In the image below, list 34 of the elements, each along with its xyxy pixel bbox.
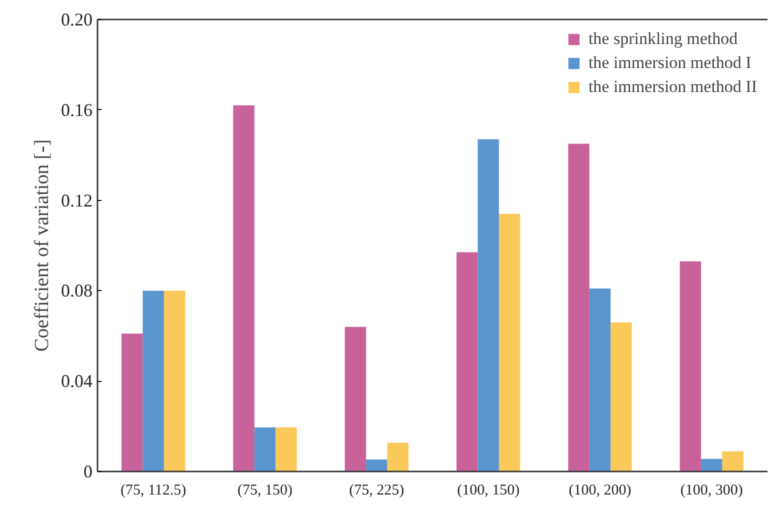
bar <box>589 288 611 472</box>
bar <box>233 105 254 472</box>
bar <box>164 290 186 472</box>
bar <box>701 458 722 472</box>
y-tick-label: 0.12 <box>61 190 92 210</box>
y-axis-title: Coefficient of variation [-] <box>31 139 53 352</box>
x-tick-label: (100, 150) <box>457 482 520 498</box>
y-tick-label: 0.08 <box>61 280 92 301</box>
bar <box>568 144 590 472</box>
y-tick-label: 0.20 <box>61 10 92 30</box>
y-tick-label: 0.04 <box>61 371 92 392</box>
legend-label: the sprinkling method <box>588 29 738 49</box>
x-tick-label: (100, 200) <box>568 482 632 498</box>
bar <box>142 290 164 472</box>
bar <box>387 442 408 472</box>
bar <box>254 427 276 472</box>
x-tick-label: (75, 150) <box>238 482 293 498</box>
bar <box>366 460 388 472</box>
x-tick-label: (75, 112.5) <box>120 482 186 498</box>
bar <box>722 451 744 472</box>
legend-label: the immersion method I <box>588 53 752 73</box>
bar <box>478 139 499 472</box>
y-tick-label: 0.16 <box>61 100 92 120</box>
bar <box>122 334 143 472</box>
bar <box>344 326 366 472</box>
bar <box>610 322 632 472</box>
legend-label: the immersion method II <box>588 77 757 97</box>
x-tick-label: (100, 300) <box>680 482 743 498</box>
x-tick-label: (75, 225) <box>349 482 404 498</box>
bar <box>276 427 297 472</box>
bar <box>498 214 520 472</box>
y-tick-label: 0 <box>84 462 92 482</box>
bar <box>456 252 478 472</box>
bar <box>680 261 702 472</box>
